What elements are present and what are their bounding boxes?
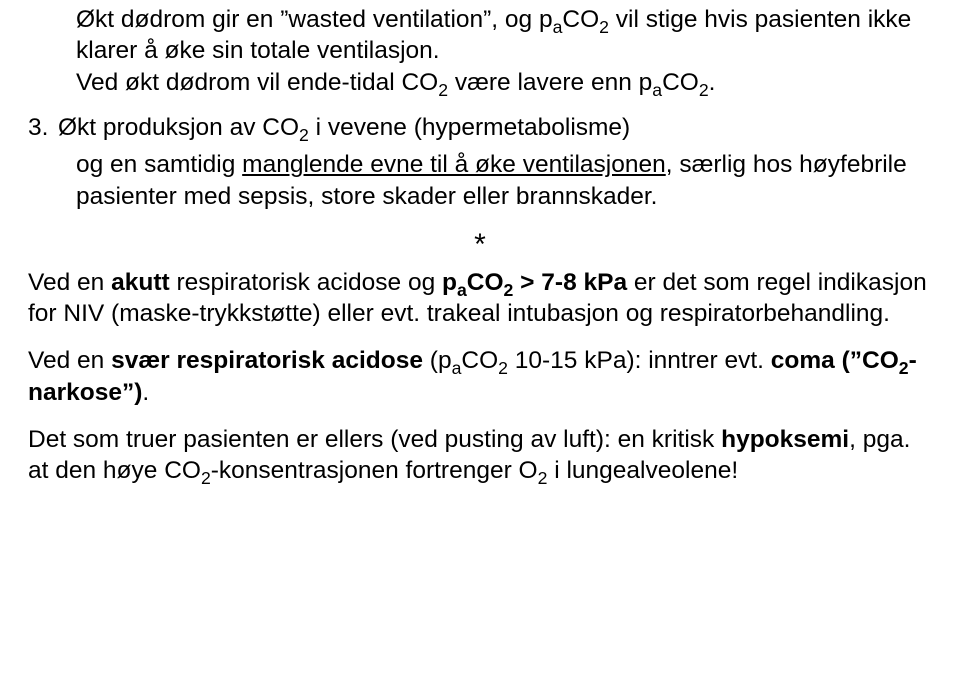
text-bold: svær respiratorisk acidose xyxy=(111,347,423,374)
subscript: a xyxy=(652,80,662,100)
text: . xyxy=(142,379,149,406)
text: Økt produksjon av CO xyxy=(58,114,299,141)
text: og en samtidig xyxy=(76,151,242,178)
paragraph-acute-acidosis: Ved en akutt respiratorisk acidose og pa… xyxy=(28,267,932,330)
text: CO xyxy=(467,269,504,296)
text-bold: akutt xyxy=(111,269,170,296)
paragraph-hypoxemia-risk: Det som truer pasienten er ellers (ved p… xyxy=(28,424,932,487)
separator-asterisk: * xyxy=(28,226,932,264)
text: CO xyxy=(461,347,498,374)
text: respiratorisk acidose og xyxy=(170,269,442,296)
subscript: 2 xyxy=(438,80,448,100)
document-page: Økt dødrom gir en ”wasted ventilation”, … xyxy=(0,0,960,697)
subscript: 2 xyxy=(498,358,508,378)
paragraph-hypermetabolism-detail: og en samtidig manglende evne til å øke … xyxy=(28,149,932,212)
text: i lungealveolene! xyxy=(547,457,738,484)
text: Ved en xyxy=(28,269,111,296)
subscript: a xyxy=(452,358,462,378)
text: > 7-8 kPa xyxy=(513,269,627,296)
text: . xyxy=(709,69,716,96)
subscript: 2 xyxy=(899,358,909,378)
paragraph-dead-space-1: Økt dødrom gir en ”wasted ventilation”, … xyxy=(28,4,932,98)
text: p xyxy=(442,269,457,296)
subscript: 2 xyxy=(504,279,514,299)
text: Det som truer pasienten er ellers (ved p… xyxy=(28,426,721,453)
text: Ved en xyxy=(28,347,111,374)
text: coma (”CO xyxy=(771,347,899,374)
text: Ved økt dødrom vil ende-tidal CO xyxy=(76,69,438,96)
text-bold: paCO2 > 7-8 kPa xyxy=(442,269,627,296)
text-bold: hypoksemi xyxy=(721,426,849,453)
subscript: a xyxy=(457,279,467,299)
text: Økt dødrom gir en ”wasted ventilation”, … xyxy=(76,6,553,33)
text: i vevene (hypermetabolisme) xyxy=(309,114,630,141)
text: -konsentrasjonen fortrenger O xyxy=(211,457,538,484)
text: (p xyxy=(423,347,452,374)
subscript: a xyxy=(553,17,563,37)
list-body: Økt produksjon av CO2 i vevene (hypermet… xyxy=(58,112,630,143)
text: 10-15 kPa): inntrer evt. xyxy=(508,347,771,374)
subscript: 2 xyxy=(699,80,709,100)
subscript: 2 xyxy=(538,468,548,488)
paragraph-severe-acidosis: Ved en svær respiratorisk acidose (paCO2… xyxy=(28,345,932,408)
subscript: 2 xyxy=(201,468,211,488)
list-number: 3. xyxy=(28,112,58,143)
subscript: 2 xyxy=(299,125,309,145)
text: CO xyxy=(562,6,599,33)
numbered-item-3: 3. Økt produksjon av CO2 i vevene (hyper… xyxy=(28,112,932,143)
text: være lavere enn p xyxy=(448,69,652,96)
subscript: 2 xyxy=(599,17,609,37)
text-underlined: manglende evne til å øke ventilasjonen xyxy=(242,151,666,178)
text: CO xyxy=(662,69,699,96)
